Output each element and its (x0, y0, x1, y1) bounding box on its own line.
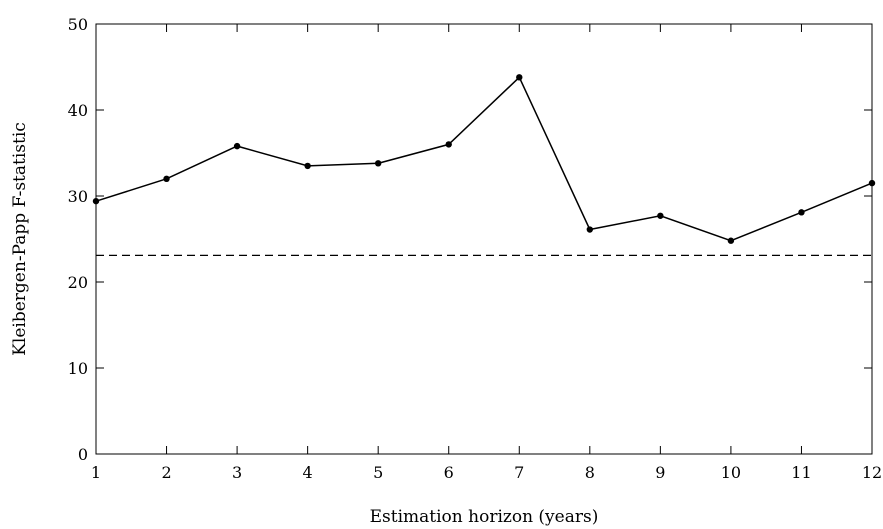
plot-frame (95, 23, 873, 455)
y-axis-title: Kleibergen-Papp F-statistic (10, 122, 30, 356)
x-tick-label: 6 (444, 463, 454, 482)
x-tick-label: 4 (303, 463, 313, 482)
y-axis-ticks: 0 10 20 30 40 50 (68, 15, 872, 464)
data-point (163, 175, 170, 182)
data-point (516, 74, 523, 81)
y-tick-label: 40 (68, 101, 88, 120)
y-tick-label: 50 (68, 15, 88, 34)
x-tick-label: 5 (373, 463, 383, 482)
data-point (374, 160, 382, 167)
y-tick-label: 0 (78, 445, 88, 464)
data-point (92, 197, 100, 205)
x-tick-label: 1 (91, 463, 101, 482)
series-group (92, 74, 876, 244)
data-point (798, 209, 805, 216)
x-axis-title: Estimation horizon (years) (370, 507, 599, 527)
y-tick-label: 30 (68, 187, 88, 206)
x-axis-ticks: 1 2 3 4 5 6 7 8 9 10 11 12 (91, 24, 882, 482)
y-tick-label: 10 (68, 359, 88, 378)
x-tick-label: 9 (655, 463, 665, 482)
x-tick-label: 3 (232, 463, 242, 482)
data-point (868, 179, 876, 187)
x-tick-label: 10 (721, 463, 741, 482)
y-tick-label: 20 (68, 273, 88, 292)
data-point (727, 237, 735, 244)
data-point (304, 162, 311, 170)
x-tick-label: 11 (791, 463, 811, 482)
x-tick-label: 2 (161, 463, 171, 482)
data-point (657, 212, 664, 219)
x-tick-label: 8 (585, 463, 595, 482)
data-point (445, 141, 452, 148)
data-point (586, 226, 594, 233)
x-tick-label: 7 (514, 463, 524, 482)
x-tick-label: 12 (862, 463, 882, 482)
series-line (95, 76, 873, 242)
data-point (233, 142, 241, 150)
